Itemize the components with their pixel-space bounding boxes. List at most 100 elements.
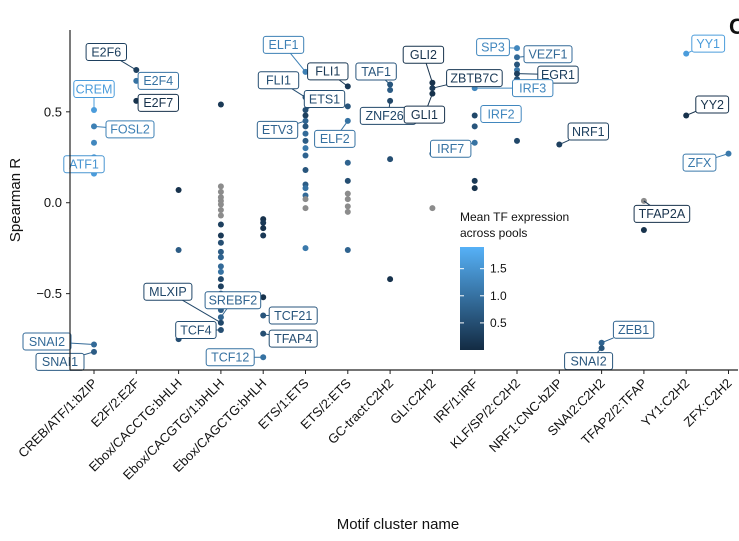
point-label: ATF1 — [69, 158, 99, 172]
data-point — [260, 232, 267, 239]
data-point — [302, 185, 309, 192]
point-label: SNAI2 — [571, 354, 607, 368]
point-label: GLI2 — [410, 48, 437, 62]
panel-letter: C — [729, 14, 739, 39]
point-label: IRF3 — [519, 81, 546, 95]
data-point — [217, 248, 224, 255]
label-connector — [340, 120, 349, 131]
label-connector — [70, 342, 95, 346]
label-box — [257, 71, 300, 90]
data-point — [217, 221, 224, 228]
point-label: ZBTB7C — [450, 71, 498, 85]
data-point — [217, 101, 224, 108]
point-label: SNAI2 — [29, 335, 65, 349]
point-label: EGR1 — [541, 68, 575, 82]
point-label: ZFX — [688, 156, 712, 170]
label-box — [537, 65, 579, 84]
label-box — [35, 352, 85, 371]
label-box — [682, 153, 717, 172]
point-label: TCF21 — [274, 309, 312, 323]
data-point — [217, 254, 224, 261]
legend-ticks: 1.5 1.0 0.5 — [460, 262, 507, 330]
label-connector — [601, 337, 614, 344]
label-box — [175, 321, 217, 339]
data-point — [471, 177, 478, 184]
data-point — [344, 203, 351, 210]
label-box — [63, 155, 105, 174]
data-point — [260, 219, 267, 226]
data-point — [344, 190, 351, 197]
data-point — [344, 208, 351, 215]
label-box — [476, 38, 510, 57]
data-point — [387, 87, 394, 93]
point-label: ELF1 — [269, 38, 299, 52]
data-point — [302, 245, 309, 252]
data-point — [217, 183, 224, 190]
data-point — [344, 247, 351, 253]
data-point — [175, 247, 182, 253]
data-point — [429, 205, 436, 212]
label-connector — [220, 308, 228, 318]
label-box — [105, 120, 155, 139]
point-label: GLI1 — [411, 108, 438, 122]
label-box — [512, 79, 554, 98]
data-point — [217, 188, 224, 195]
legend-tick-label: 1.0 — [490, 289, 507, 303]
x-tick-label: GLI:C2H2 — [387, 376, 438, 427]
label-connector — [470, 142, 475, 145]
label-box — [567, 122, 609, 141]
x-tick-label: NRF1:CNC-bZIP — [486, 376, 566, 456]
point-label: YY1 — [696, 37, 720, 51]
data-point — [471, 123, 478, 130]
label-box — [403, 105, 446, 124]
data-point — [217, 207, 224, 213]
legend-tick-label: 0.5 — [490, 316, 507, 330]
data-point — [302, 137, 309, 144]
label-box — [695, 95, 730, 114]
label-box — [430, 139, 472, 158]
x-axis-title: Motif cluster name — [337, 516, 460, 533]
label-connector — [715, 153, 729, 159]
point-label: CREM — [76, 82, 113, 96]
label-box — [268, 306, 318, 325]
x-axis: CREB/ATF/1:bZIPE2F/2:E2FEbox/CACCTG:bHLH… — [15, 370, 735, 483]
label-box — [480, 105, 522, 123]
data-point — [217, 263, 224, 270]
legend-tick-label: 1.5 — [490, 262, 507, 276]
x-tick-label: CREB/ATF/1:bZIP — [15, 376, 100, 461]
label-box — [307, 62, 349, 81]
point-label: SREBF2 — [209, 294, 258, 308]
data-point — [217, 276, 224, 283]
data-point — [514, 61, 520, 68]
point-label: ZEB1 — [618, 323, 649, 337]
label-box — [73, 80, 115, 98]
data-point — [217, 232, 224, 239]
label-box — [314, 129, 356, 148]
label-box — [523, 45, 573, 64]
label-connector — [338, 79, 349, 87]
data-point — [302, 145, 309, 152]
label-box — [256, 120, 299, 139]
label-box — [137, 93, 180, 112]
data-point — [217, 283, 224, 290]
point-label: TAF1 — [361, 65, 391, 79]
data-point — [260, 225, 267, 232]
point-label: FLI1 — [266, 74, 291, 88]
label-box — [85, 43, 127, 61]
data-point — [344, 177, 351, 184]
point-label: MLXIP — [149, 285, 187, 299]
label-box — [205, 348, 255, 367]
label-connector — [263, 333, 270, 336]
data-point — [302, 205, 309, 212]
data-point — [217, 201, 224, 208]
point-label: TCF4 — [180, 323, 211, 337]
point-label: TFAP4 — [274, 332, 312, 346]
data-point — [260, 294, 267, 301]
label-box — [262, 35, 305, 54]
label-connector — [384, 79, 391, 85]
point-label: IRF7 — [437, 142, 464, 156]
color-legend: Mean TF expression across pools 1.5 1.0 0.… — [460, 210, 569, 350]
point-label: ELF2 — [320, 132, 350, 146]
y-tick-label: 0.5 — [44, 104, 62, 119]
